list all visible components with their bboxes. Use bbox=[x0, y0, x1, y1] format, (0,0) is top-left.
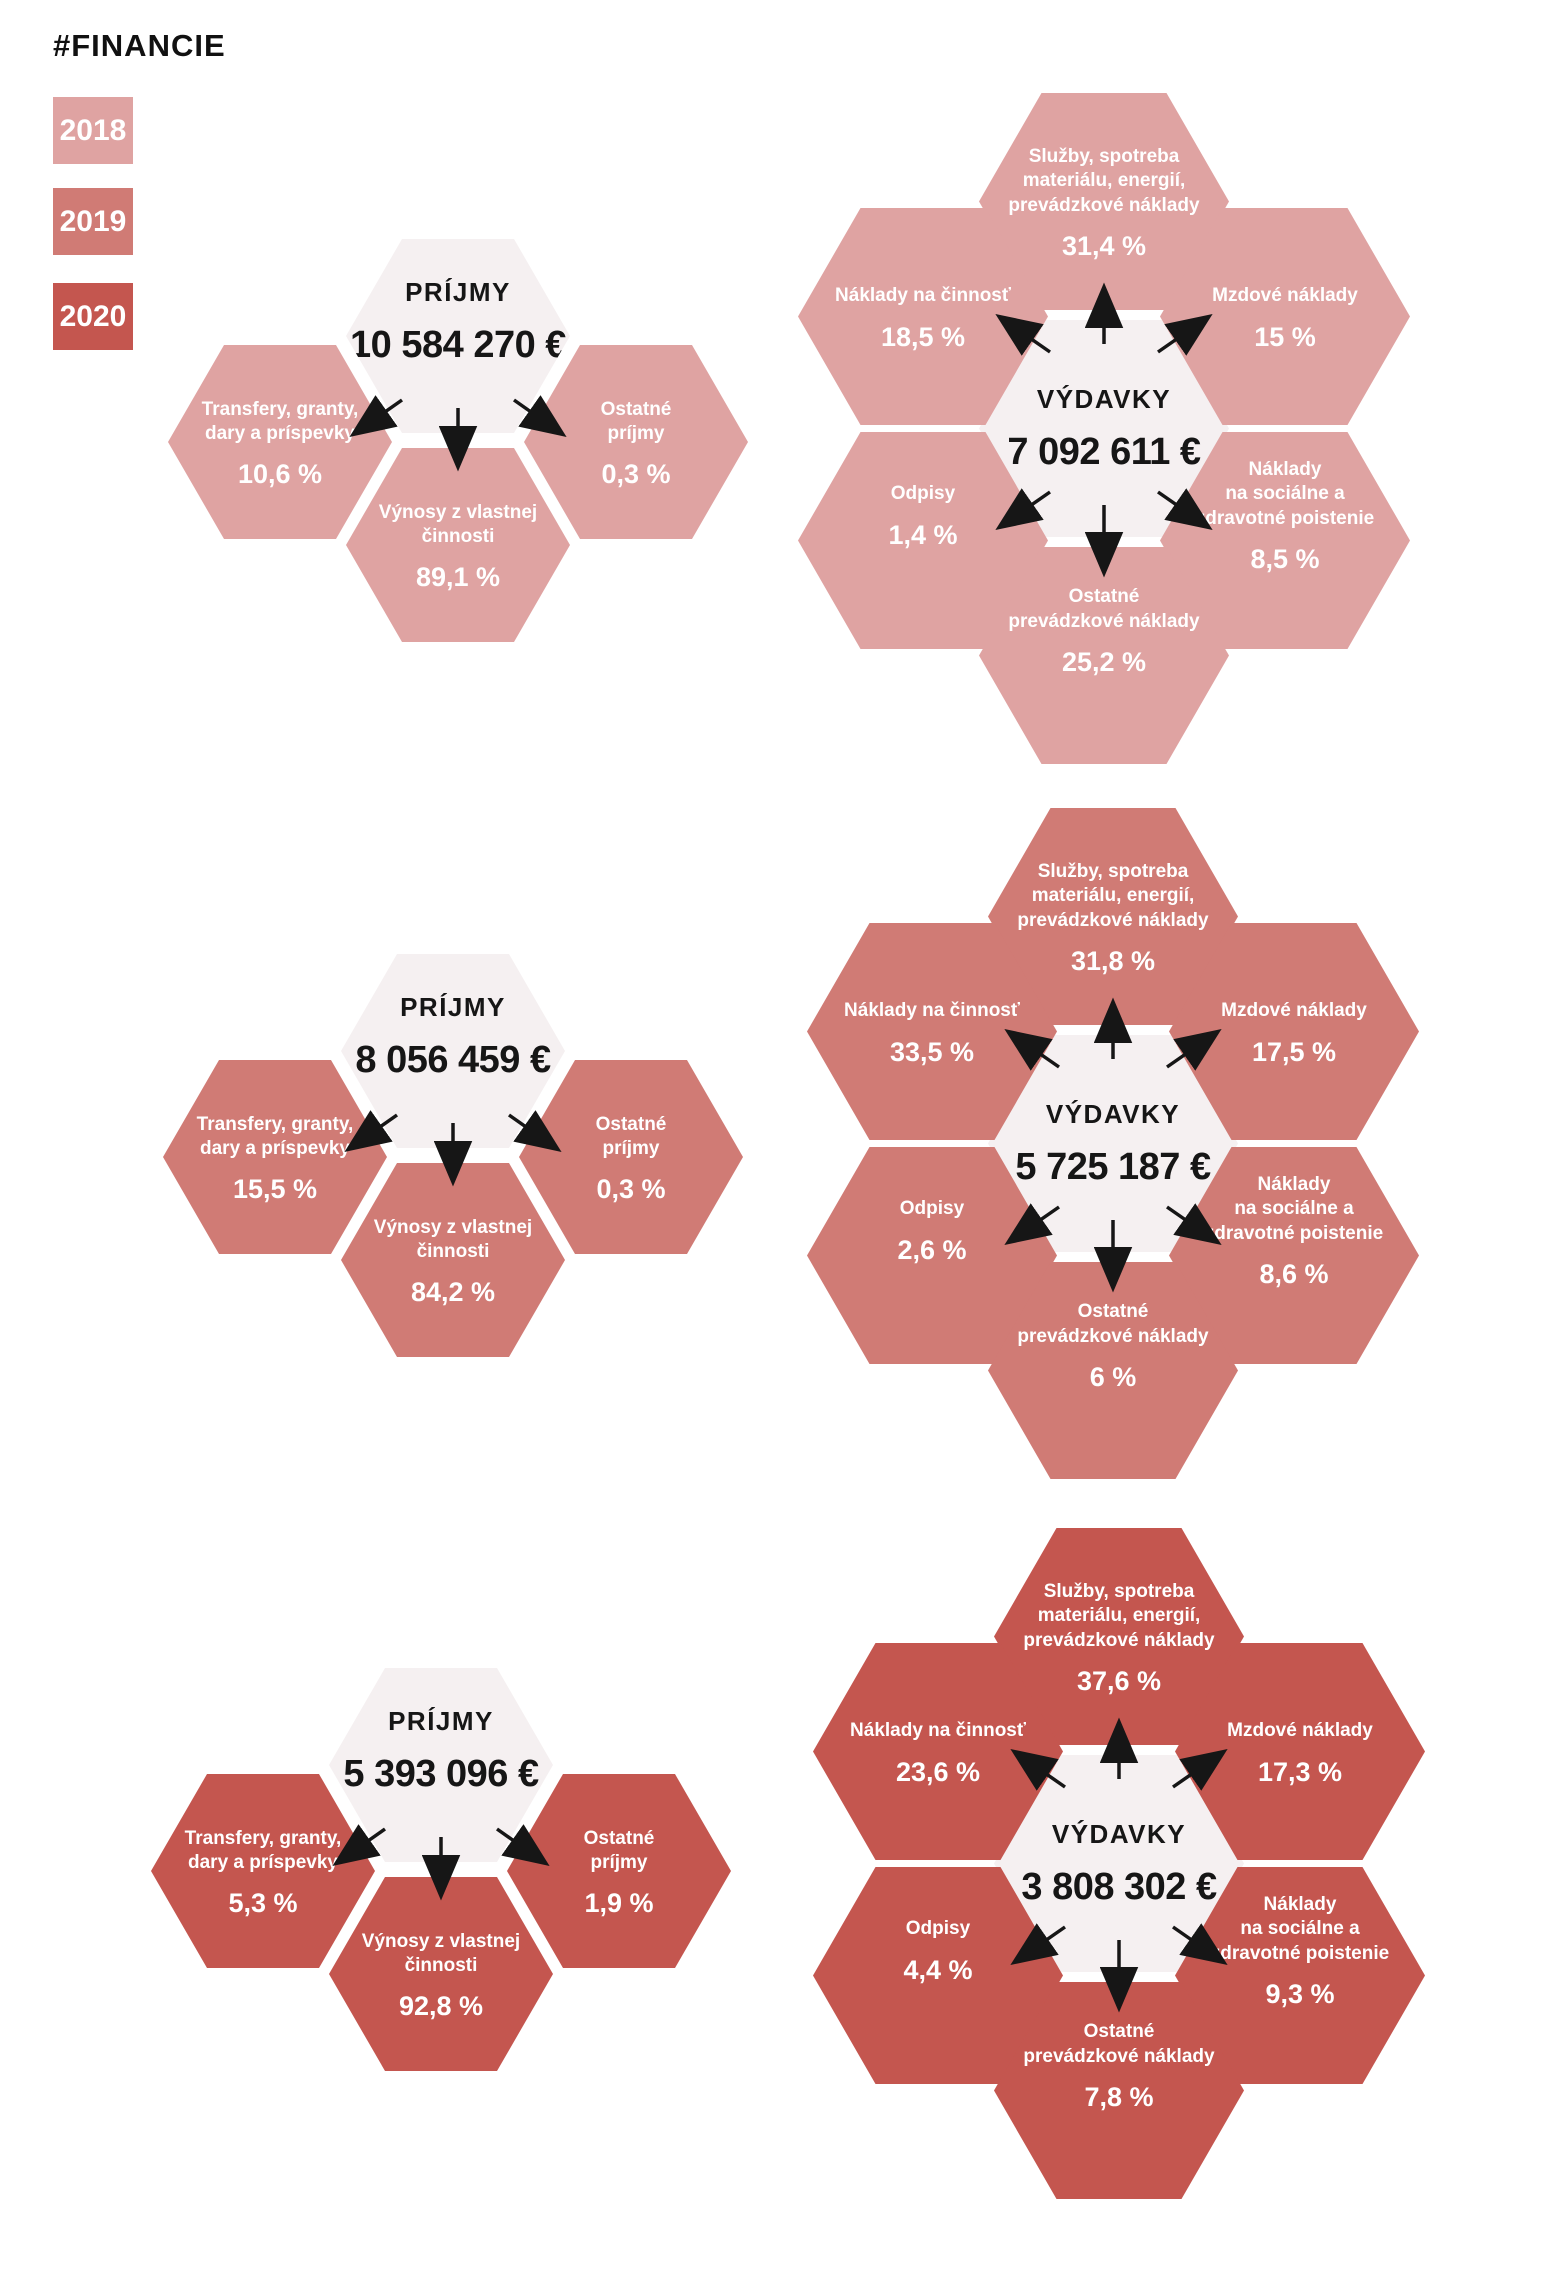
hex-label: Ostatné prevádzkové náklady bbox=[1023, 2021, 1215, 2067]
hex-label: Mzdové náklady bbox=[1227, 1720, 1373, 1742]
hex-label: Ostatné prevádzkové náklady bbox=[1017, 1301, 1209, 1347]
hex-label: Ostatné príjmy bbox=[600, 398, 672, 444]
hex-own-activity-revenue-2020: Výnosy z vlastnej činnosti 92,8 % bbox=[329, 1877, 553, 2071]
income-value: 8 056 459 € bbox=[355, 1039, 551, 1081]
hex-percent: 37,6 % bbox=[1076, 1665, 1162, 1696]
hex-other-income-2018: Ostatné príjmy 0,3 % bbox=[524, 345, 748, 539]
hex-percent: 8,5 % bbox=[1250, 543, 1320, 574]
hex-percent: 23,6 % bbox=[895, 1756, 981, 1787]
cluster-2020-income: PRÍJMY 5 393 096 € Transfery, granty, da… bbox=[151, 1668, 731, 2071]
hex-percent: 17,5 % bbox=[1251, 1036, 1337, 1067]
hex-percent: 6 % bbox=[1089, 1361, 1137, 1392]
hex-percent: 84,2 % bbox=[410, 1277, 496, 1308]
hex-label: Výnosy z vlastnej činnosti bbox=[361, 1930, 521, 1976]
legend-label-2019: 2019 bbox=[59, 204, 127, 238]
hex-percent: 7,8 % bbox=[1084, 2081, 1154, 2112]
hex-label: Výnosy z vlastnej činnosti bbox=[373, 1216, 533, 1262]
hex-percent: 4,4 % bbox=[903, 1954, 973, 1985]
hex-percent: 31,4 % bbox=[1061, 230, 1147, 261]
legend-swatch-2020: 2020 bbox=[53, 283, 133, 350]
cluster-2020-expenses: VÝDAVKY 3 808 302 € Služby, spotreba mat… bbox=[813, 1528, 1425, 2199]
hex-income-total-2019: PRÍJMY 8 056 459 € bbox=[341, 954, 565, 1148]
income-title: PRÍJMY bbox=[400, 992, 506, 1022]
hex-label: Mzdové náklady bbox=[1221, 1000, 1367, 1022]
hex-income-total-2018: PRÍJMY 10 584 270 € bbox=[346, 239, 570, 433]
hex-percent: 0,3 % bbox=[601, 459, 671, 490]
cluster-2019-expenses: VÝDAVKY 5 725 187 € Služby, spotreba mat… bbox=[807, 808, 1419, 1479]
hex-label: Náklady na činnosť bbox=[835, 285, 1011, 307]
hex-label: Náklady na činnosť bbox=[850, 1720, 1026, 1742]
hex-percent: 25,2 % bbox=[1061, 646, 1147, 677]
cluster-2019-income: PRÍJMY 8 056 459 € Transfery, granty, da… bbox=[163, 954, 743, 1357]
hex-label: Transfery, granty, dary a príspevky bbox=[184, 1827, 342, 1873]
hex-label: Ostatné prevádzkové náklady bbox=[1008, 586, 1200, 632]
hex-label: Odpisy bbox=[890, 483, 956, 505]
income-value: 5 393 096 € bbox=[343, 1753, 539, 1795]
hex-label: Mzdové náklady bbox=[1212, 285, 1358, 307]
hex-other-income-2020: Ostatné príjmy 1,9 % bbox=[507, 1774, 731, 1968]
hex-percent: 92,8 % bbox=[398, 1991, 484, 2022]
hex-label: Ostatné príjmy bbox=[595, 1113, 667, 1159]
hex-percent: 18,5 % bbox=[880, 321, 966, 352]
expenses-value: 3 808 302 € bbox=[1021, 1865, 1217, 1908]
hex-label: Odpisy bbox=[905, 1918, 971, 1940]
income-title: PRÍJMY bbox=[388, 1706, 494, 1736]
hex-percent: 89,1 % bbox=[415, 562, 501, 593]
hex-percent: 8,6 % bbox=[1259, 1258, 1329, 1289]
hex-label: Náklady na sociálne a zdravotné poisteni… bbox=[1195, 459, 1375, 529]
hex-own-activity-revenue-2018: Výnosy z vlastnej činnosti 89,1 % bbox=[346, 448, 570, 642]
hex-label: Služby, spotreba materiálu, energií, pre… bbox=[1017, 861, 1209, 931]
hex-percent: 0,3 % bbox=[596, 1174, 666, 1205]
hex-label: Náklady na sociálne a zdravotné poisteni… bbox=[1210, 1894, 1390, 1964]
income-title: PRÍJMY bbox=[405, 277, 511, 307]
hex-percent: 15,5 % bbox=[232, 1174, 318, 1205]
hex-label: Odpisy bbox=[899, 1198, 965, 1220]
hex-transfers-grants-2018: Transfery, granty, dary a príspevky 10,6… bbox=[168, 345, 392, 539]
hex-label: Služby, spotreba materiálu, energií, pre… bbox=[1023, 1581, 1215, 1651]
cluster-2018-expenses: VÝDAVKY 7 092 611 € Služby, spotreba mat… bbox=[798, 93, 1410, 764]
hex-percent: 33,5 % bbox=[889, 1036, 975, 1067]
hex-label: Transfery, granty, dary a príspevky bbox=[201, 398, 359, 444]
hex-transfers-grants-2020: Transfery, granty, dary a príspevky 5,3 … bbox=[151, 1774, 375, 1968]
expenses-value: 7 092 611 € bbox=[1007, 430, 1201, 473]
cluster-2018-income: PRÍJMY 10 584 270 € Transfery, granty, d… bbox=[168, 239, 748, 642]
hex-percent: 15 % bbox=[1254, 321, 1316, 352]
legend-swatch-2018: 2018 bbox=[53, 97, 133, 164]
hex-percent: 17,3 % bbox=[1257, 1756, 1343, 1787]
expenses-title: VÝDAVKY bbox=[1036, 383, 1172, 414]
hex-label: Transfery, granty, dary a príspevky bbox=[196, 1113, 354, 1159]
hex-label: Výnosy z vlastnej činnosti bbox=[378, 501, 538, 547]
page-title: #FINANCIE bbox=[53, 28, 226, 63]
hex-percent: 31,8 % bbox=[1070, 945, 1156, 976]
hex-transfers-grants-2019: Transfery, granty, dary a príspevky 15,5… bbox=[163, 1060, 387, 1254]
expenses-title: VÝDAVKY bbox=[1051, 1818, 1187, 1849]
hex-own-activity-revenue-2019: Výnosy z vlastnej činnosti 84,2 % bbox=[341, 1163, 565, 1357]
hex-label: Náklady na sociálne a zdravotné poisteni… bbox=[1204, 1174, 1384, 1244]
hex-percent: 2,6 % bbox=[897, 1234, 967, 1265]
hex-percent: 1,4 % bbox=[888, 519, 958, 550]
hex-percent: 5,3 % bbox=[228, 1888, 298, 1919]
legend-label-2020: 2020 bbox=[59, 299, 127, 333]
hex-percent: 9,3 % bbox=[1265, 1978, 1335, 2009]
hex-percent: 1,9 % bbox=[584, 1888, 654, 1919]
expenses-value: 5 725 187 € bbox=[1015, 1145, 1211, 1188]
hex-label: Služby, spotreba materiálu, energií, pre… bbox=[1008, 146, 1200, 216]
hex-other-income-2019: Ostatné príjmy 0,3 % bbox=[519, 1060, 743, 1254]
hex-label: Ostatné príjmy bbox=[583, 1827, 655, 1873]
legend-swatch-2019: 2019 bbox=[53, 188, 133, 255]
hex-label: Náklady na činnosť bbox=[844, 1000, 1020, 1022]
hex-percent: 10,6 % bbox=[237, 459, 323, 490]
hex-income-total-2020: PRÍJMY 5 393 096 € bbox=[329, 1668, 553, 1862]
expenses-title: VÝDAVKY bbox=[1045, 1098, 1181, 1129]
legend-label-2018: 2018 bbox=[59, 113, 127, 147]
income-value: 10 584 270 € bbox=[350, 324, 566, 366]
